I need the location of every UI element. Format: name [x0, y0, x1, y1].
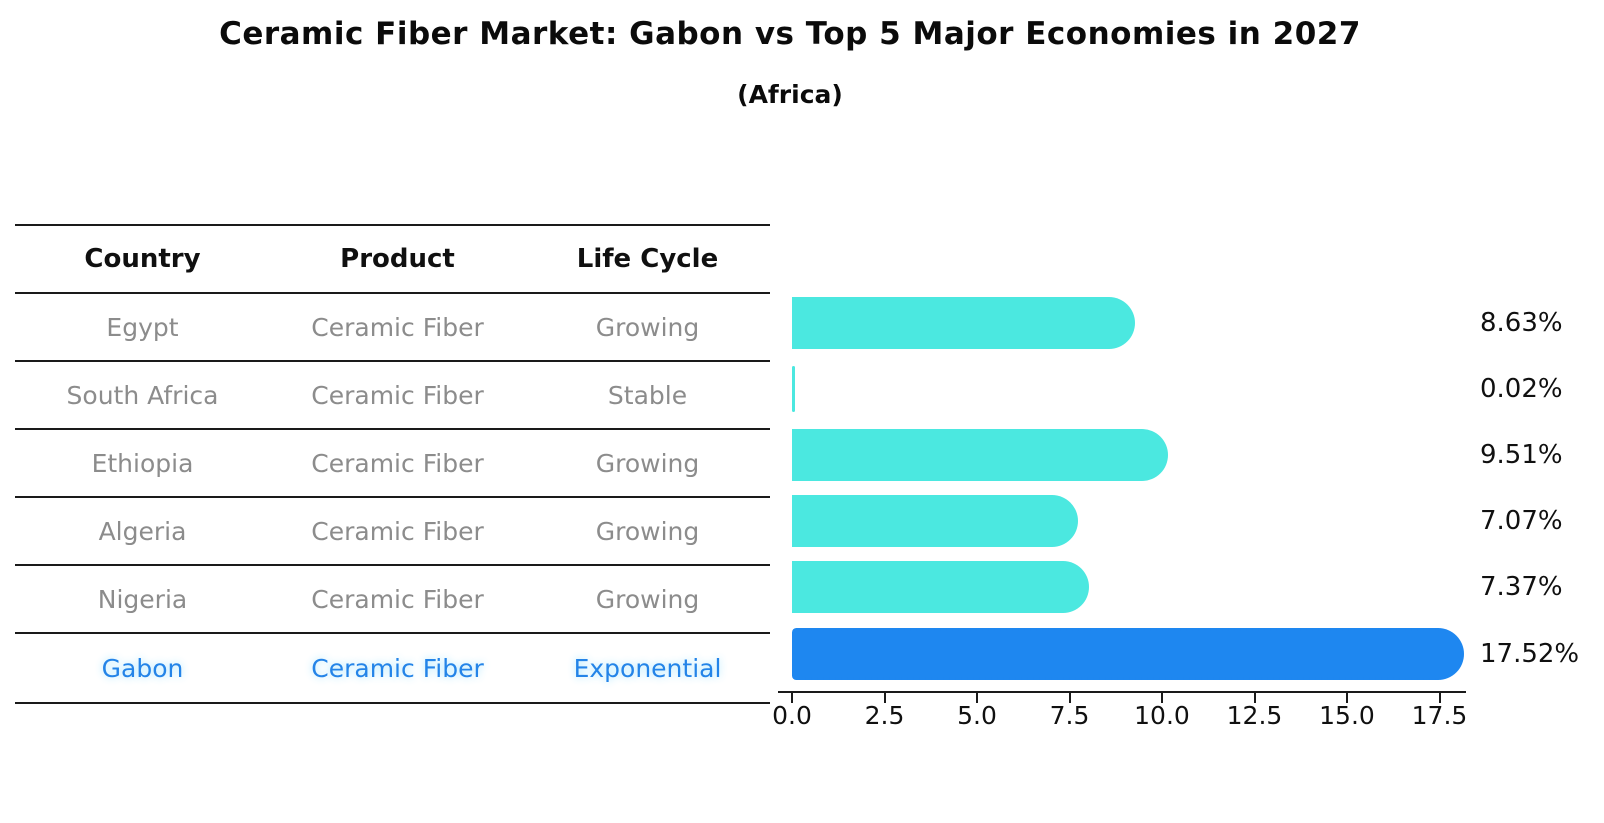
x-tick-label: 15.0 — [1319, 701, 1375, 730]
lifecycle-cell: Growing — [595, 448, 700, 478]
value-label: 7.37% — [1480, 572, 1563, 602]
x-tick-label: 17.5 — [1411, 701, 1468, 730]
chart-title: Ceramic Fiber Market: Gabon vs Top 5 Maj… — [219, 16, 1361, 52]
bar-nigeria — [792, 561, 1089, 613]
product-cell: Ceramic Fiber — [311, 312, 484, 342]
table-row: Egypt Ceramic Fiber Growing — [15, 294, 770, 362]
lifecycle-cell: Stable — [607, 380, 688, 410]
x-tick-mark — [1253, 693, 1256, 703]
x-tick-mark — [1068, 693, 1071, 703]
x-tick-label: 7.5 — [1049, 701, 1090, 730]
x-tick-mark — [791, 693, 793, 703]
chart-subtitle: (Africa) — [737, 80, 843, 109]
value-label: 0.02% — [1480, 374, 1563, 404]
lifecycle-cell: Growing — [595, 516, 700, 546]
value-label: 8.63% — [1480, 308, 1563, 338]
country-cell: Nigeria — [97, 584, 188, 614]
table-row: Gabon Ceramic Fiber Exponential — [15, 634, 770, 704]
x-axis-line — [778, 691, 1466, 693]
bar-algeria — [792, 495, 1078, 547]
x-tick-mark — [1346, 693, 1348, 703]
product-cell: Ceramic Fiber — [311, 516, 484, 546]
table-row: Ethiopia Ceramic Fiber Growing — [15, 430, 770, 498]
country-cell: Algeria — [98, 516, 187, 546]
bar-gabon — [792, 628, 1465, 680]
product-cell: Ceramic Fiber — [311, 584, 484, 614]
x-tick-label: 5.0 — [957, 701, 997, 730]
country-cell: Gabon — [101, 653, 184, 683]
product-cell: Ceramic Fiber — [311, 448, 484, 478]
value-label: 7.07% — [1480, 506, 1563, 536]
header-product: Product — [340, 244, 455, 274]
product-cell: Ceramic Fiber — [311, 653, 484, 683]
value-label: 9.51% — [1480, 440, 1563, 470]
x-tick-mark — [976, 693, 978, 703]
product-cell: Ceramic Fiber — [311, 380, 484, 410]
bar-egypt — [792, 297, 1136, 349]
x-tick-label: 10.0 — [1134, 701, 1190, 730]
country-table: Country Product Life Cycle Egypt Ceramic … — [15, 224, 770, 704]
header-life-cycle: Life Cycle — [576, 244, 719, 274]
x-tick-label: 0.0 — [772, 701, 812, 730]
bar-south-africa — [792, 366, 795, 412]
table-row: South Africa Ceramic Fiber Stable — [15, 362, 770, 430]
x-tick-label: 12.5 — [1226, 701, 1283, 730]
bar-ethiopia — [792, 429, 1168, 481]
table-row: Algeria Ceramic Fiber Growing — [15, 498, 770, 566]
value-label: 17.52% — [1480, 639, 1580, 669]
table-row: Nigeria Ceramic Fiber Growing — [15, 566, 770, 634]
lifecycle-cell: Growing — [595, 312, 700, 342]
country-cell: Egypt — [106, 312, 179, 342]
table-header-row: Country Product Life Cycle — [15, 224, 770, 294]
country-cell: South Africa — [66, 380, 219, 410]
country-cell: Ethiopia — [91, 448, 194, 478]
x-tick-mark — [1161, 693, 1163, 703]
x-tick-mark — [1438, 693, 1441, 703]
lifecycle-cell: Growing — [595, 584, 700, 614]
table-body: Egypt Ceramic Fiber Growing South Africa Cer… — [15, 294, 770, 704]
header-country: Country — [84, 244, 201, 274]
x-tick-mark — [883, 693, 886, 703]
x-tick-label: 2.5 — [864, 701, 905, 730]
lifecycle-cell: Exponential — [573, 653, 722, 683]
